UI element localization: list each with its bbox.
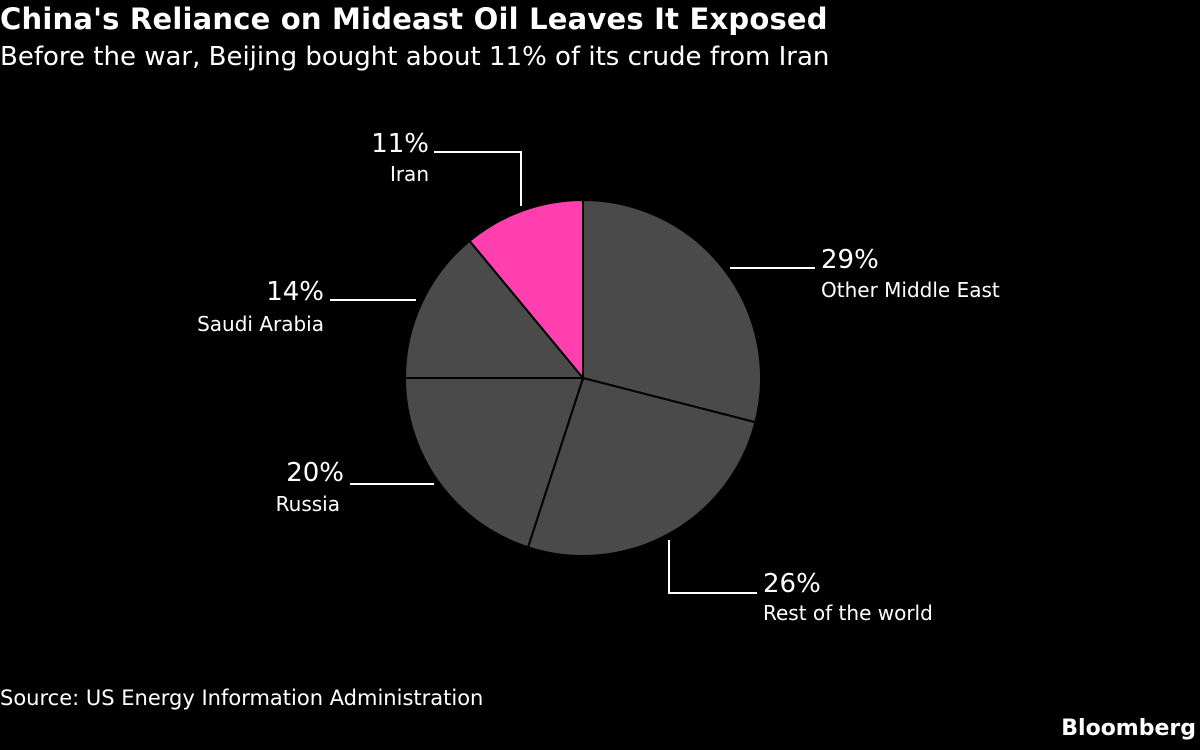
category-label-other-middle-east: Other Middle East: [821, 278, 1000, 302]
data-label-other-middle-east: 29%: [821, 245, 879, 275]
data-label-saudi-arabia: 14%: [266, 277, 324, 307]
pie-slice-iran: [468, 198, 584, 381]
category-label-iran: Iran: [390, 162, 429, 186]
leader-line-iran: [434, 151, 522, 206]
leader-line-rest-of-the-world: [668, 540, 757, 594]
pie-slice-saudi-arabia: [403, 239, 586, 379]
category-label-russia: Russia: [276, 492, 340, 516]
data-label-rest-of-the-world: 26%: [763, 569, 821, 599]
data-label-iran: 11%: [371, 129, 429, 159]
source-note: Source: US Energy Information Administra…: [0, 686, 484, 710]
category-label-rest-of-the-world: Rest of the world: [763, 601, 933, 625]
data-label-russia: 20%: [286, 458, 344, 488]
category-label-saudi-arabia: Saudi Arabia: [197, 312, 324, 336]
pie-slice-rest-of-the-world: [526, 376, 757, 557]
chart-subtitle: Before the war, Beijing bought about 11%…: [0, 42, 830, 72]
pie-slice-russia: [403, 377, 585, 549]
pie-slice-other-middle-east: [582, 198, 762, 424]
bloomberg-logo: Bloomberg: [1061, 716, 1196, 741]
chart-title: China's Reliance on Mideast Oil Leaves I…: [0, 2, 828, 36]
